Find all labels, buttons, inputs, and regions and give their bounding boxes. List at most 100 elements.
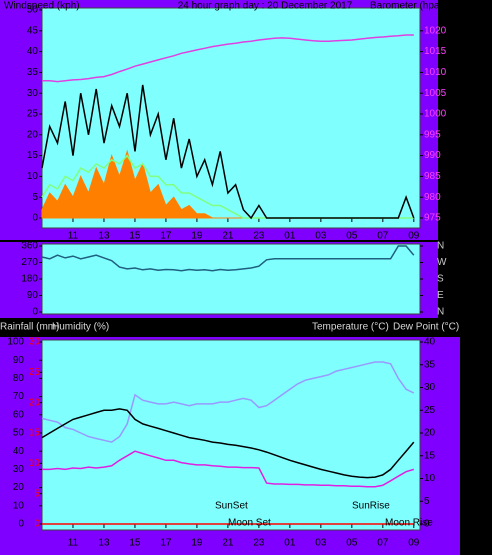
y-tick-label: 10 [424,473,436,484]
y-tick-label: 1010 [424,67,447,78]
axis-title: Windspeed (kph) [4,1,80,12]
axis-title: Barometer (hpa) [370,1,443,12]
series-line [41,245,415,272]
series-line [41,408,415,479]
y-tick-label: 985 [424,171,441,182]
x-tick-label: 07 [377,231,389,242]
y-tick-label: 30 [424,382,436,393]
x-tick-label: 09 [408,231,420,242]
x-tick-label: 21 [222,538,234,549]
y-tick-label: E [437,290,444,301]
y-tick-label: 0 [32,307,38,318]
x-tick-label: 05 [346,538,358,549]
y-tick-label: 50 [13,428,25,439]
y-tick-label: 90 [27,290,39,301]
y-tick-label: 1020 [424,25,447,36]
y-tick-label: 60 [13,409,25,420]
x-tick-label: 01 [284,538,296,549]
y-tick-label: 270 [21,257,38,268]
x-tick-label: 19 [191,231,203,242]
y-tick-label: 20 [27,129,39,140]
x-tick-label: 07 [377,538,389,549]
plot-area [41,339,421,531]
y-tick-label: 35 [27,67,39,78]
y-tick-label: 80 [13,373,25,384]
x-tick-label: 21 [222,231,234,242]
x-tick-label: 05 [346,231,358,242]
annotation: SunRise [352,501,390,512]
y-tick-label: 995 [424,129,441,140]
annotation: Moon Set [228,518,271,529]
x-tick-label: 09 [408,538,420,549]
y-tick-label: 20 [29,397,41,408]
y-tick-label: 0 [32,213,38,224]
y-tick-label: 10 [27,171,39,182]
x-tick-label: 15 [129,538,141,549]
y-tick-label: 0 [18,519,24,530]
y-tick-label: 980 [424,192,441,203]
series-line [42,450,415,488]
y-tick-label: 50 [27,5,39,16]
y-tick-label: 10 [13,500,25,511]
x-tick-label: 23 [253,231,265,242]
y-tick-label: 20 [13,482,25,493]
y-tick-label: 100 [7,337,24,348]
y-tick-label: 15 [27,150,39,161]
y-tick-label: 25 [27,109,39,120]
y-tick-label: 25 [424,405,436,416]
y-tick-label: 35 [424,359,436,370]
axis-title: Humidity (%) [52,322,109,333]
y-tick-label: 180 [21,274,38,285]
axis-title: Dew Point (°C) [393,322,459,333]
y-tick-label: 45 [27,25,39,36]
x-tick-label: 03 [315,231,327,242]
series-line [41,361,415,443]
y-tick-label: 0 [424,519,430,530]
x-tick-label: 17 [160,538,172,549]
y-tick-label: 40 [424,337,436,348]
series-line [42,34,414,83]
y-tick-label: N [437,307,444,318]
y-tick-label: N [437,241,444,252]
plot-area [41,243,421,315]
y-tick-label: 70 [13,391,25,402]
y-tick-label: 1005 [424,88,447,99]
y-tick-label: W [437,257,447,268]
annotation: Moon Rise [385,518,433,529]
x-tick-label: 03 [315,538,327,549]
annotation: SunSet [215,501,248,512]
y-tick-label: 0 [34,519,40,530]
y-tick-label: 30 [29,337,41,348]
y-tick-label: 30 [27,88,39,99]
y-tick-label: 5 [424,496,430,507]
y-tick-label: 40 [13,446,25,457]
y-tick-label: 10 [29,458,41,469]
x-tick-label: 11 [68,231,79,242]
x-tick-label: 11 [68,538,79,549]
y-tick-label: 990 [424,150,441,161]
y-tick-label: 5 [32,192,38,203]
y-tick-label: 30 [13,464,25,475]
y-tick-label: 15 [29,428,41,439]
y-tick-label: 20 [424,428,436,439]
axis-title: Temperature (°C) [312,322,389,333]
axis-title: Rainfall (mm) [0,322,59,333]
series-line [41,84,415,220]
y-tick-label: 975 [424,213,441,224]
x-tick-label: 13 [98,231,110,242]
y-tick-label: 15 [424,450,436,461]
x-tick-label: 23 [253,538,265,549]
x-tick-label: 19 [191,538,203,549]
y-tick-label: 5 [34,488,40,499]
y-tick-label: 1015 [424,46,447,57]
y-tick-label: 25 [29,367,41,378]
x-tick-label: 17 [160,231,172,242]
axis-title: 24 hour graph day : 20 December 2017 [178,1,353,12]
y-tick-label: 1000 [424,109,447,120]
x-tick-label: 13 [98,538,110,549]
x-tick-label: 01 [284,231,296,242]
y-tick-label: S [437,274,444,285]
x-tick-label: 15 [129,231,141,242]
